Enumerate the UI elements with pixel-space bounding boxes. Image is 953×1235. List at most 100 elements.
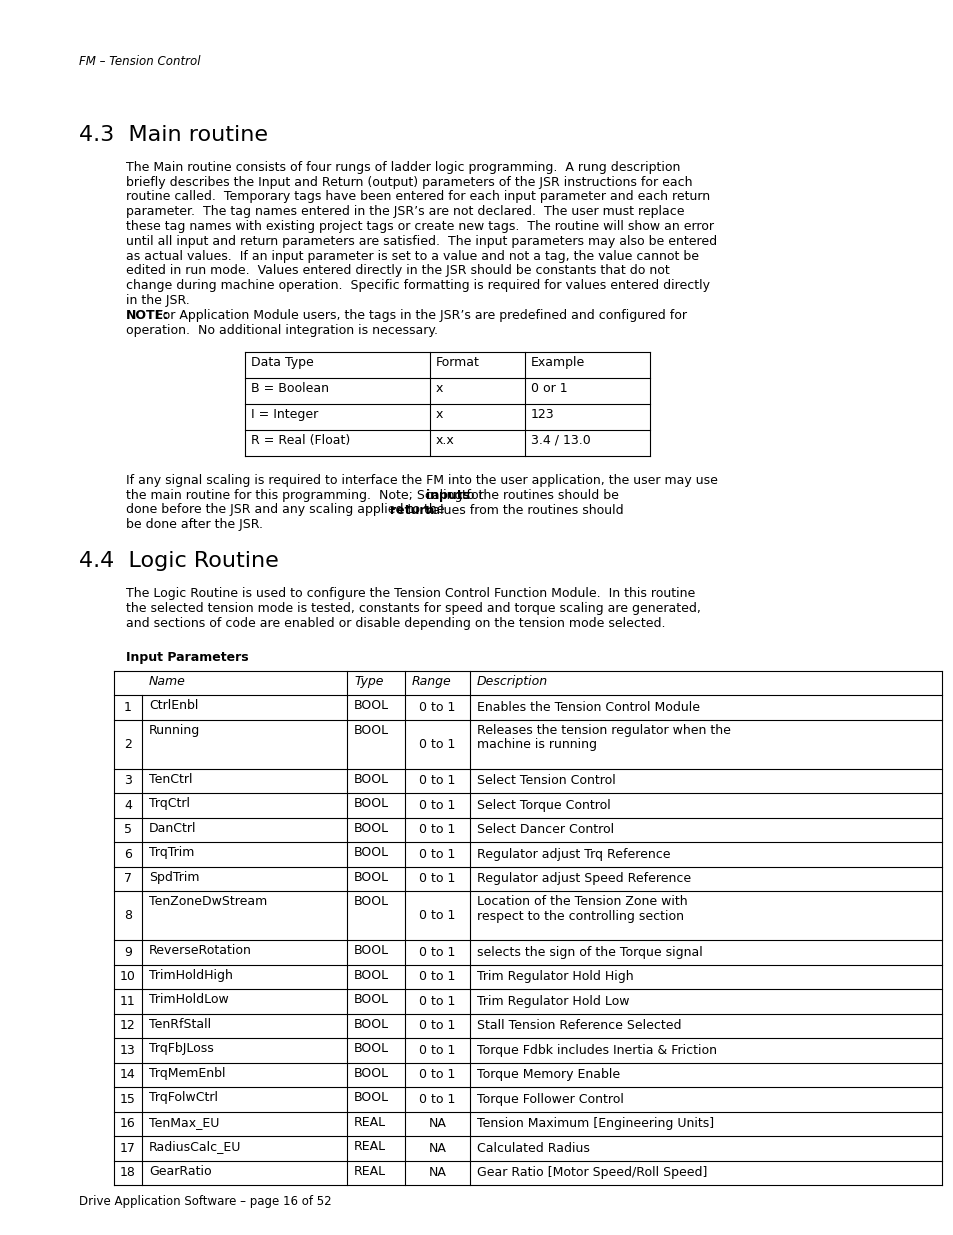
- Text: BOOL: BOOL: [354, 699, 389, 713]
- Text: Tension Maximum [Engineering Units]: Tension Maximum [Engineering Units]: [476, 1118, 714, 1130]
- Text: inputs: inputs: [426, 489, 470, 501]
- Text: TenCtrl: TenCtrl: [149, 773, 193, 785]
- Text: TenRfStall: TenRfStall: [149, 1018, 211, 1030]
- Text: Drive Application Software – page 16 of 52: Drive Application Software – page 16 of …: [79, 1195, 332, 1208]
- Text: routine called.  Temporary tags have been entered for each input parameter and e: routine called. Temporary tags have been…: [126, 190, 709, 204]
- Text: 3: 3: [124, 774, 132, 788]
- Text: If any signal scaling is required to interface the FM into the user application,: If any signal scaling is required to int…: [126, 474, 717, 487]
- Text: return: return: [390, 504, 435, 516]
- Text: 5: 5: [124, 824, 132, 836]
- Text: Example: Example: [531, 356, 584, 369]
- Text: to the routines should be: to the routines should be: [457, 489, 618, 501]
- Text: the main routine for this programming.  Note; Scaling for: the main routine for this programming. N…: [126, 489, 487, 501]
- Text: 0 to 1: 0 to 1: [419, 737, 456, 751]
- Text: x: x: [436, 408, 443, 421]
- Text: Calculated Radius: Calculated Radius: [476, 1142, 589, 1155]
- Text: Torque Memory Enable: Torque Memory Enable: [476, 1068, 619, 1082]
- Text: TrqMemEnbl: TrqMemEnbl: [149, 1067, 225, 1079]
- Text: the selected tension mode is tested, constants for speed and torque scaling are : the selected tension mode is tested, con…: [126, 601, 700, 615]
- Text: For Application Module users, the tags in the JSR’s are predefined and configure: For Application Module users, the tags i…: [152, 309, 686, 322]
- Text: 0 or 1: 0 or 1: [531, 382, 567, 395]
- Text: 6: 6: [124, 848, 132, 861]
- Text: TenMax_EU: TenMax_EU: [149, 1115, 219, 1129]
- Text: Type: Type: [354, 674, 383, 688]
- Text: 0 to 1: 0 to 1: [419, 995, 456, 1008]
- Text: NA: NA: [428, 1166, 446, 1179]
- Text: done before the JSR and any scaling applied to the: done before the JSR and any scaling appl…: [126, 504, 448, 516]
- Text: Select Torque Control: Select Torque Control: [476, 799, 610, 811]
- Text: 0 to 1: 0 to 1: [419, 700, 456, 714]
- Text: R = Real (Float): R = Real (Float): [251, 433, 350, 447]
- Text: ReverseRotation: ReverseRotation: [149, 944, 252, 957]
- Text: 0 to 1: 0 to 1: [419, 1019, 456, 1032]
- Text: Input Parameters: Input Parameters: [126, 651, 249, 664]
- Text: REAL: REAL: [354, 1115, 386, 1129]
- Text: Releases the tension regulator when the: Releases the tension regulator when the: [476, 724, 730, 736]
- Text: selects the sign of the Torque signal: selects the sign of the Torque signal: [476, 946, 702, 958]
- Text: and sections of code are enabled or disable depending on the tension mode select: and sections of code are enabled or disa…: [126, 616, 665, 630]
- Text: change during machine operation.  Specific formatting is required for values ent: change during machine operation. Specifi…: [126, 279, 709, 293]
- Text: 7: 7: [124, 872, 132, 885]
- Text: until all input and return parameters are satisfied.  The input parameters may a: until all input and return parameters ar…: [126, 235, 717, 248]
- Text: edited in run mode.  Values entered directly in the JSR should be constants that: edited in run mode. Values entered direc…: [126, 264, 669, 278]
- Text: 0 to 1: 0 to 1: [419, 909, 456, 923]
- Text: BOOL: BOOL: [354, 1042, 389, 1055]
- Text: briefly describes the Input and Return (output) parameters of the JSR instructio: briefly describes the Input and Return (…: [126, 175, 692, 189]
- Text: 0 to 1: 0 to 1: [419, 872, 456, 885]
- Text: Format: Format: [436, 356, 479, 369]
- Text: Regulator adjust Speed Reference: Regulator adjust Speed Reference: [476, 872, 690, 885]
- Text: 0 to 1: 0 to 1: [419, 1044, 456, 1057]
- Text: TrimHoldHigh: TrimHoldHigh: [149, 968, 233, 982]
- Text: machine is running: machine is running: [476, 739, 597, 751]
- Text: BOOL: BOOL: [354, 773, 389, 785]
- Text: respect to the controlling section: respect to the controlling section: [476, 910, 683, 923]
- Text: x.x: x.x: [436, 433, 455, 447]
- Text: NA: NA: [428, 1142, 446, 1155]
- Text: Select Dancer Control: Select Dancer Control: [476, 824, 614, 836]
- Text: BOOL: BOOL: [354, 724, 389, 736]
- Text: Gear Ratio [Motor Speed/Roll Speed]: Gear Ratio [Motor Speed/Roll Speed]: [476, 1166, 706, 1179]
- Text: RadiusCalc_EU: RadiusCalc_EU: [149, 1140, 241, 1153]
- Text: Range: Range: [412, 674, 452, 688]
- Text: be done after the JSR.: be done after the JSR.: [126, 519, 263, 531]
- Text: Regulator adjust Trq Reference: Regulator adjust Trq Reference: [476, 848, 670, 861]
- Text: 17: 17: [120, 1142, 135, 1155]
- Text: 0 to 1: 0 to 1: [419, 946, 456, 958]
- Text: these tag names with existing project tags or create new tags.  The routine will: these tag names with existing project ta…: [126, 220, 713, 233]
- Text: 13: 13: [120, 1044, 135, 1057]
- Text: Trim Regulator Hold Low: Trim Regulator Hold Low: [476, 995, 629, 1008]
- Text: 12: 12: [120, 1019, 135, 1032]
- Text: CtrlEnbl: CtrlEnbl: [149, 699, 198, 713]
- Text: 4.3  Main routine: 4.3 Main routine: [79, 125, 268, 144]
- Text: BOOL: BOOL: [354, 846, 389, 860]
- Text: BOOL: BOOL: [354, 797, 389, 810]
- Text: I = Integer: I = Integer: [251, 408, 318, 421]
- Text: 0 to 1: 0 to 1: [419, 1068, 456, 1082]
- Text: 18: 18: [120, 1166, 135, 1179]
- Text: x: x: [436, 382, 443, 395]
- Text: Torque Follower Control: Torque Follower Control: [476, 1093, 623, 1105]
- Text: 0 to 1: 0 to 1: [419, 1093, 456, 1105]
- Text: 8: 8: [124, 909, 132, 923]
- Text: 123: 123: [531, 408, 554, 421]
- Text: Enables the Tension Control Module: Enables the Tension Control Module: [476, 700, 700, 714]
- Text: BOOL: BOOL: [354, 895, 389, 908]
- Text: FM – Tension Control: FM – Tension Control: [79, 56, 200, 68]
- Text: REAL: REAL: [354, 1140, 386, 1153]
- Text: Data Type: Data Type: [251, 356, 314, 369]
- Text: REAL: REAL: [354, 1165, 386, 1178]
- Text: 0 to 1: 0 to 1: [419, 774, 456, 788]
- Text: 0 to 1: 0 to 1: [419, 799, 456, 811]
- Text: TrimHoldLow: TrimHoldLow: [149, 993, 229, 1007]
- Text: BOOL: BOOL: [354, 871, 389, 883]
- Text: BOOL: BOOL: [354, 944, 389, 957]
- Text: 4.4  Logic Routine: 4.4 Logic Routine: [79, 551, 278, 571]
- Text: Trim Regulator Hold High: Trim Regulator Hold High: [476, 971, 633, 983]
- Text: Running: Running: [149, 724, 200, 736]
- Text: Select Tension Control: Select Tension Control: [476, 774, 615, 788]
- Text: BOOL: BOOL: [354, 1018, 389, 1030]
- Text: values from the routines should: values from the routines should: [421, 504, 623, 516]
- Text: 10: 10: [120, 971, 135, 983]
- Text: BOOL: BOOL: [354, 968, 389, 982]
- Text: in the JSR.: in the JSR.: [126, 294, 190, 308]
